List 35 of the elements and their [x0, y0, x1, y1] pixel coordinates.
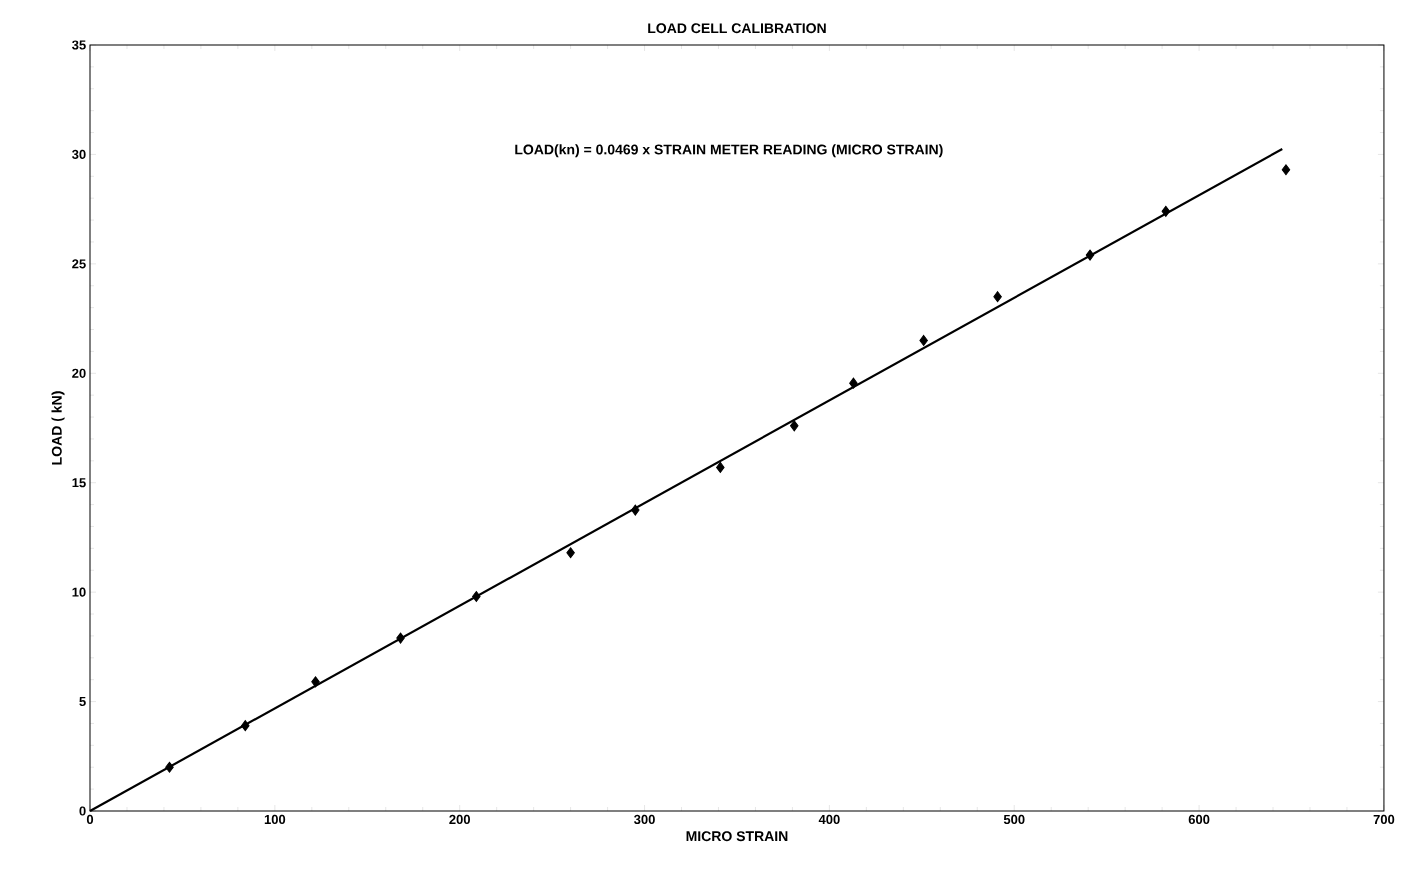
y-tick-label: 30 — [72, 149, 86, 160]
point — [716, 461, 725, 473]
x-tick-label: 200 — [449, 814, 470, 825]
point — [631, 504, 640, 516]
x-tick-label: 0 — [86, 814, 94, 825]
x-tick-label: 100 — [264, 814, 286, 825]
point — [241, 720, 250, 732]
point — [311, 676, 320, 688]
x-tick-label: 500 — [1003, 814, 1025, 825]
y-tick-label: 35 — [72, 40, 86, 50]
y-tick-label: 15 — [72, 478, 86, 488]
y-axis-title: LOAD ( kN) — [51, 391, 65, 465]
point — [396, 632, 405, 644]
point — [1085, 249, 1095, 261]
point — [165, 761, 174, 773]
point — [566, 547, 575, 559]
x-tick-label: 300 — [634, 814, 655, 825]
point — [1161, 205, 1171, 217]
x-axis-title: MICRO STRAIN — [686, 831, 788, 842]
y-tick-label: 0 — [79, 806, 86, 816]
y-tick-label: 5 — [79, 697, 86, 707]
x-tick-label: 600 — [1188, 814, 1210, 825]
y-tick-label: 25 — [72, 259, 86, 269]
chart-title: LOAD CELL CALIBRATION — [648, 23, 826, 34]
point — [1281, 164, 1291, 176]
x-tick-label: 400 — [818, 814, 840, 825]
point — [790, 420, 799, 432]
point — [919, 334, 928, 346]
y-tick-label: 20 — [72, 368, 86, 378]
x-tick-label: 700 — [1373, 814, 1395, 825]
y-tick-label: 10 — [72, 587, 86, 597]
point — [849, 377, 858, 389]
annotation: LOAD(kn) = 0.0469 x STRAIN METER READING (MICRO STRAIN) — [515, 144, 943, 158]
point — [993, 291, 1002, 303]
point — [472, 591, 481, 603]
